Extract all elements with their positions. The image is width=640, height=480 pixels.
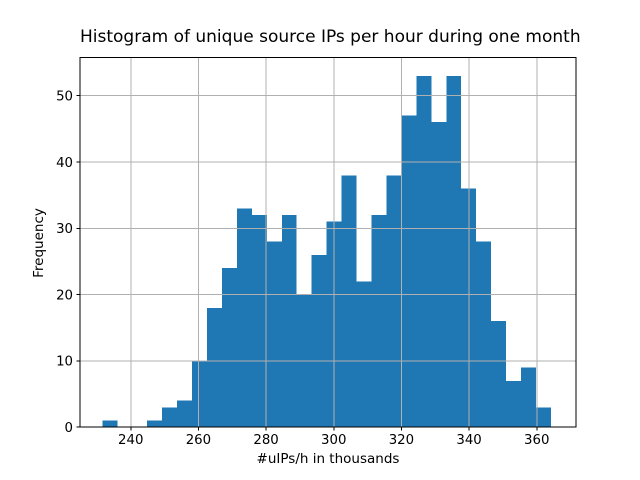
histogram-bar [491,321,507,428]
histogram-bar [536,407,551,428]
y-tick-label: 40 [56,156,73,171]
histogram-bar [311,254,327,428]
histogram-bar [192,360,208,428]
axes-spine [79,57,577,428]
histogram-bar [251,215,267,428]
histogram-bar [266,241,282,428]
histogram-bar [147,420,163,428]
x-tick-label: 280 [253,433,278,448]
x-tick-label: 320 [389,433,414,448]
y-tick-label: 0 [65,421,73,436]
histogram-bar [386,175,402,428]
histogram-bar [341,175,357,428]
y-axis-label: Frequency [31,208,47,278]
histogram-bar [236,208,252,428]
histogram-bar [476,241,492,428]
x-tick-label: 260 [186,433,211,448]
histogram-bar [431,122,447,428]
histogram-bar [446,75,462,428]
x-axis-label: #uIPs/h in thousands [256,451,400,467]
y-tick-label: 20 [56,288,73,303]
histogram-bar [207,307,222,428]
x-tick-label: 240 [118,433,143,448]
histogram-bar [162,407,178,428]
histogram-bar [177,400,193,428]
y-tick-label: 50 [56,90,73,105]
histogram-bar [416,75,432,428]
x-tick-label: 300 [321,433,346,448]
histogram-bar [401,115,417,428]
histogram-bar [506,380,522,428]
chart-title: Histogram of unique source IPs per hour … [80,27,581,47]
histogram-bar [221,268,237,428]
y-tick-label: 30 [56,222,73,237]
histogram-bar [102,420,118,428]
y-tick-label: 10 [56,355,73,370]
x-tick-label: 360 [524,433,549,448]
histogram-bar [371,215,387,428]
histogram-bar [356,281,372,428]
histogram-bar [521,367,536,428]
histogram-bar [281,215,297,428]
x-tick-label: 340 [456,433,481,448]
